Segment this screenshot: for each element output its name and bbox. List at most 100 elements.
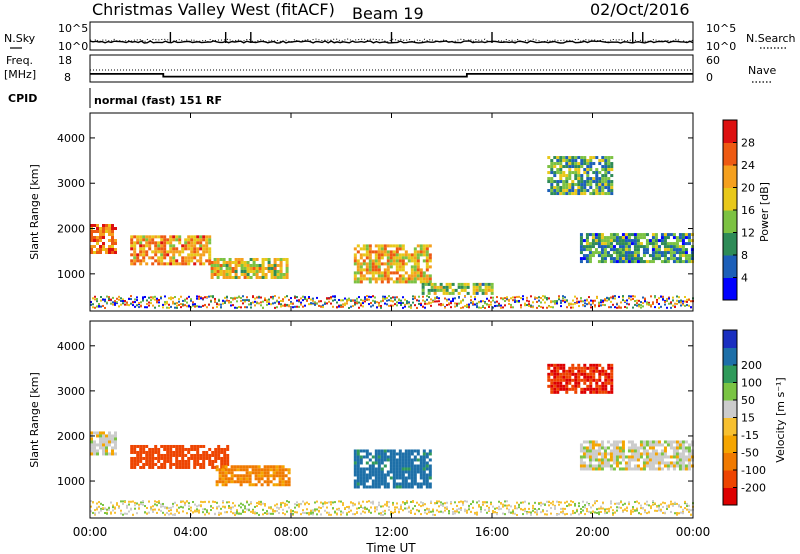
power-cell — [577, 177, 581, 181]
velocity-cell — [99, 434, 102, 438]
velocity-cell — [450, 500, 452, 503]
velocity-cell — [609, 464, 613, 468]
velocity-cell — [603, 458, 607, 462]
power-cell — [196, 253, 200, 257]
velocity-cell — [432, 508, 434, 511]
velocity-cell — [420, 513, 422, 516]
power-cell — [646, 301, 648, 304]
velocity-cell — [518, 503, 520, 506]
velocity-cell — [126, 506, 128, 509]
power-cell — [568, 177, 572, 181]
velocity-cell — [356, 458, 360, 462]
power-cell — [206, 296, 208, 299]
velocity-cell — [574, 366, 578, 370]
velocity-cell — [236, 465, 240, 469]
power-cell — [282, 298, 284, 301]
power-cell — [547, 180, 551, 184]
power-cell — [668, 302, 670, 305]
power-cell — [154, 235, 158, 239]
power-cell — [466, 291, 470, 295]
velocity-cell — [238, 512, 240, 515]
velocity-cell — [598, 507, 600, 510]
velocity-cell — [102, 449, 105, 453]
power-cell — [578, 301, 580, 304]
power-cell — [666, 297, 668, 300]
velocity-cell — [187, 456, 191, 460]
power-cell — [261, 263, 265, 267]
velocity-cell — [428, 485, 432, 489]
velocity-cell — [184, 447, 188, 451]
cpid-label: CPID — [8, 92, 37, 105]
velocity-cell — [600, 443, 604, 447]
power-cell — [418, 299, 420, 302]
velocity-cell — [416, 501, 418, 504]
power-cell — [190, 253, 194, 257]
power-cell — [157, 250, 161, 254]
velocity-cell — [406, 501, 408, 504]
power-cell — [564, 296, 566, 299]
power-cell — [172, 238, 176, 242]
power-cell — [401, 256, 405, 260]
power-cell — [184, 247, 188, 251]
velocity-cell — [392, 452, 396, 456]
velocity-cell — [607, 375, 611, 379]
velocity-cell — [383, 476, 387, 480]
velocity-cell — [390, 511, 392, 514]
velocity-cell — [368, 509, 370, 512]
power-cell — [240, 266, 244, 270]
power-cell — [562, 159, 566, 163]
power-cell — [413, 277, 417, 281]
power-cell — [243, 275, 247, 279]
velocity-cell — [245, 480, 249, 484]
velocity-cell — [642, 464, 646, 468]
power-cell — [686, 298, 688, 301]
velocity-cell — [138, 506, 140, 509]
power-cell — [656, 298, 658, 301]
power-cell — [160, 259, 164, 263]
power-cell — [139, 250, 143, 254]
power-cell — [258, 266, 262, 270]
power-cell — [528, 300, 530, 303]
power-cell — [612, 245, 616, 249]
power-cell — [270, 296, 272, 299]
power-cell — [104, 306, 106, 309]
velocity-cell — [444, 502, 446, 505]
velocity-cell — [583, 369, 587, 373]
velocity-cell — [362, 473, 366, 477]
velocity-cell — [214, 447, 218, 451]
power-cell — [362, 305, 364, 308]
power-cell — [688, 298, 690, 301]
power-cell — [154, 247, 158, 251]
velocity-cell — [448, 512, 450, 515]
velocity-cell — [662, 511, 664, 514]
power-cell — [398, 298, 400, 301]
power-cell — [304, 304, 306, 307]
velocity-cell — [236, 510, 238, 513]
velocity-cell — [440, 503, 442, 506]
power-cell — [595, 174, 599, 178]
velocity-cell — [172, 505, 174, 508]
velocity-cell — [401, 455, 405, 459]
velocity-cell — [592, 375, 596, 379]
power-cell — [365, 262, 369, 266]
velocity-cell — [266, 477, 270, 481]
velocity-cell — [666, 464, 670, 468]
velocity-cell — [616, 502, 618, 505]
power-cell — [433, 291, 437, 295]
velocity-cell — [672, 449, 676, 453]
power-cell — [285, 272, 289, 276]
velocity-cell — [642, 446, 646, 450]
power-cell — [422, 253, 426, 257]
power-cell — [687, 239, 691, 243]
power-cell — [562, 295, 564, 298]
power-cell — [212, 295, 214, 298]
velocity-cell — [434, 513, 436, 516]
power-cell — [208, 238, 212, 242]
velocity-cell — [633, 464, 637, 468]
velocity-cell — [615, 449, 619, 453]
velocity-cell — [663, 455, 667, 459]
power-cell — [244, 306, 246, 309]
power-cell — [290, 297, 292, 300]
power-cell — [225, 269, 229, 273]
power-cell — [576, 297, 578, 300]
